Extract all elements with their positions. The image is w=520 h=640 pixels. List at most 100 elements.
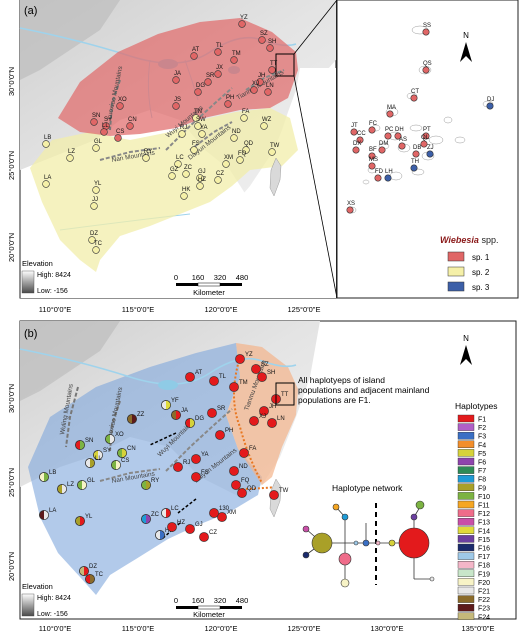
site-label: HZ <box>198 177 206 183</box>
inset-site-marker: FD <box>374 169 384 182</box>
haplotype-swatch <box>457 509 475 517</box>
site-marker: LZ <box>66 149 75 162</box>
haplotype-legend: F1F2F3F4F5F6F7F8F9F10F11F12F13F14F15F16F… <box>457 414 490 621</box>
haplotype-legend-item: F15 <box>457 535 490 544</box>
haplotype-label: F22 <box>478 597 490 604</box>
annotation: All haplotyeps of island populations and… <box>298 375 429 405</box>
north-arrow: N <box>460 31 472 62</box>
site-marker: XM <box>222 155 233 168</box>
haplotype-label: F8 <box>478 477 486 484</box>
inset-site-marker: QS <box>422 61 432 74</box>
site-label: HK <box>182 187 190 193</box>
scale-unit: Kilometer <box>193 288 225 297</box>
site-label: XJ <box>259 414 266 420</box>
site-marker: YZ <box>238 15 248 28</box>
site-marker: LL <box>100 123 109 136</box>
nan-mountains-line <box>99 147 161 161</box>
site-label: ZC <box>184 165 193 171</box>
scale-tick: 160 <box>192 596 205 605</box>
sea <box>20 68 336 298</box>
site-label: DZ <box>90 231 98 237</box>
site-label: YA <box>201 452 209 458</box>
inset-site-marker: LH <box>384 169 393 182</box>
island-outline <box>362 179 370 185</box>
haplotype-label: F6 <box>478 460 486 467</box>
haplotypes-title: Haplotypes <box>455 401 498 411</box>
site-label: XO <box>115 432 124 438</box>
haplotype-swatch <box>457 543 475 552</box>
site-label: LL <box>102 123 109 129</box>
pie-site-marker: SR <box>207 406 226 418</box>
pie-site-marker: TL <box>209 374 227 386</box>
scale-tick: 0 <box>174 596 178 605</box>
haplotype-legend-item: F24 <box>457 612 490 621</box>
elevation-high: High: 8424 <box>37 272 71 279</box>
haplotype-label: F23 <box>478 606 490 613</box>
site-label: XJ <box>252 81 259 87</box>
site-marker: TN <box>192 109 202 122</box>
inset-site-label: DH <box>395 127 404 133</box>
inset-site-marker: SS <box>422 23 431 36</box>
haplotype-swatch <box>457 569 475 578</box>
site-label: FS <box>201 470 209 476</box>
pie-site-marker: YF <box>161 398 179 410</box>
haplotype-swatch <box>457 414 475 423</box>
elevation-title: Elevation <box>22 259 53 268</box>
inset-site-label: MA <box>387 105 396 111</box>
site-label: CZ <box>216 171 224 177</box>
inset-site-label: PT <box>423 127 431 133</box>
site-marker: PH <box>224 95 234 108</box>
legend-item: sp. 1 <box>447 251 490 262</box>
wuyi-mountains-line <box>165 408 233 472</box>
lat-label: 20°0'0"N <box>7 552 16 581</box>
pie-site-marker: YZ <box>235 352 253 364</box>
site-label: ZC <box>151 512 160 518</box>
site-label: GL <box>87 478 96 484</box>
site-marker: JA <box>172 71 181 84</box>
pie-site-marker: LC <box>161 506 179 518</box>
site-label: PH <box>226 95 234 101</box>
haplotype-legend-item: F14 <box>457 526 490 535</box>
panel-label: (b) <box>24 328 37 340</box>
haplotype-swatch <box>457 552 475 560</box>
lon-label: 110°0'0"E <box>39 624 71 633</box>
site-label: FQ <box>241 478 250 484</box>
site-label: TN <box>194 109 202 115</box>
site-marker: SR <box>204 73 215 86</box>
site-label: GL <box>94 139 103 145</box>
network-node <box>353 540 359 546</box>
north-label: N <box>463 31 469 40</box>
inset-locator-box <box>275 382 295 406</box>
haplotype-legend-item: F6 <box>457 457 486 467</box>
inset-site-marker: JT <box>350 123 358 136</box>
pie-site-marker: GJ <box>185 522 203 534</box>
site-label: YF <box>171 398 179 404</box>
inset-connector <box>293 75 338 299</box>
site-label: LA <box>44 175 51 181</box>
site-marker: XO <box>116 97 127 110</box>
inset-site-label: CT <box>411 89 419 95</box>
inset-site-marker: QL <box>420 135 430 148</box>
site-label: CZ <box>209 530 217 536</box>
site-marker: TL <box>214 43 224 56</box>
inset-site-marker: MS <box>368 157 378 170</box>
inset-site-marker: XS <box>346 201 355 214</box>
site-label: CS <box>116 129 124 135</box>
site-marker: HZ <box>196 177 206 190</box>
haplotype-label: F13 <box>478 520 490 527</box>
river <box>19 348 297 385</box>
haplotype-label: F18 <box>478 563 490 570</box>
site-marker: SN <box>90 113 100 126</box>
panel-a-map: Luoxiao Mountains Wuyi Mountains Tianmu … <box>0 0 520 317</box>
legend-title: Wiebesia spp. <box>440 235 498 245</box>
scale-bar: 0 160 320 480 Kilometer <box>174 273 248 297</box>
elevation-low: Low: -156 <box>37 611 68 618</box>
site-label: YZ <box>245 352 253 358</box>
site-label: TW <box>279 488 289 494</box>
site-label: JS <box>174 97 181 103</box>
site-label: WZ <box>262 117 272 123</box>
site-marker: TC <box>92 241 103 254</box>
pie-site-marker: GL <box>77 478 96 490</box>
site-label: AT <box>195 370 203 376</box>
